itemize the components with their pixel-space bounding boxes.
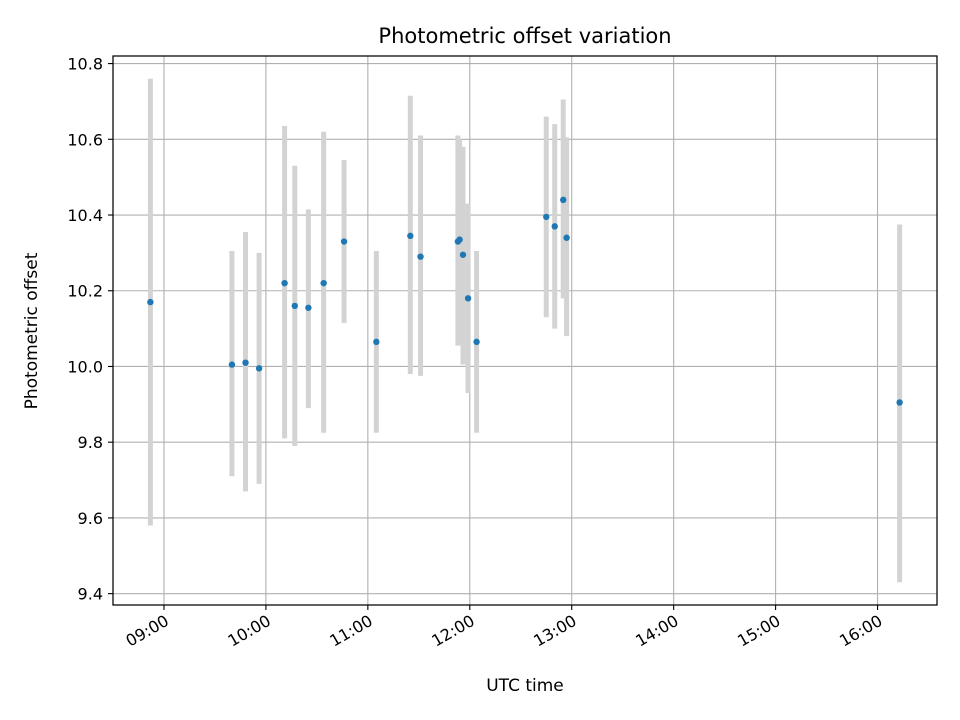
data-point bbox=[459, 251, 467, 258]
data-point bbox=[373, 338, 380, 346]
data-point bbox=[563, 234, 570, 241]
data-point bbox=[896, 399, 903, 406]
data-point bbox=[291, 302, 298, 310]
grid bbox=[113, 56, 937, 605]
y-axis-ticks: 9.4 9.6 9.8 10.0 10.2 10.4 10.6 10.8 bbox=[67, 55, 113, 604]
data-point bbox=[456, 236, 463, 243]
data-point bbox=[242, 359, 249, 366]
plot-area-frame bbox=[112, 55, 938, 606]
data-point bbox=[281, 279, 288, 287]
chart-title: Photometric offset variation bbox=[378, 24, 671, 48]
x-axis-label: UTC time bbox=[486, 676, 564, 696]
data-point bbox=[255, 365, 263, 372]
y-tick-label: 10.8 bbox=[67, 55, 103, 74]
y-tick-label: 9.8 bbox=[78, 433, 103, 452]
y-axis-label: Photometric offset bbox=[22, 252, 42, 409]
data-point bbox=[228, 361, 236, 368]
data-point bbox=[473, 338, 480, 346]
data-point bbox=[147, 298, 154, 306]
y-tick-label: 10.6 bbox=[67, 130, 103, 149]
data-point bbox=[551, 223, 558, 230]
y-tick-label: 9.6 bbox=[78, 509, 103, 528]
data-point bbox=[305, 304, 312, 311]
data-point bbox=[417, 253, 424, 260]
data-points bbox=[147, 196, 903, 406]
data-point bbox=[407, 232, 414, 240]
y-tick-label: 10.0 bbox=[67, 357, 103, 376]
data-point bbox=[340, 238, 348, 245]
y-tick-label: 10.4 bbox=[67, 206, 103, 225]
data-point bbox=[464, 295, 472, 302]
data-point bbox=[320, 279, 327, 287]
y-tick-label: 10.2 bbox=[67, 282, 103, 301]
data-point bbox=[560, 196, 567, 204]
data-point bbox=[543, 213, 550, 221]
y-tick-label: 9.4 bbox=[78, 585, 103, 604]
